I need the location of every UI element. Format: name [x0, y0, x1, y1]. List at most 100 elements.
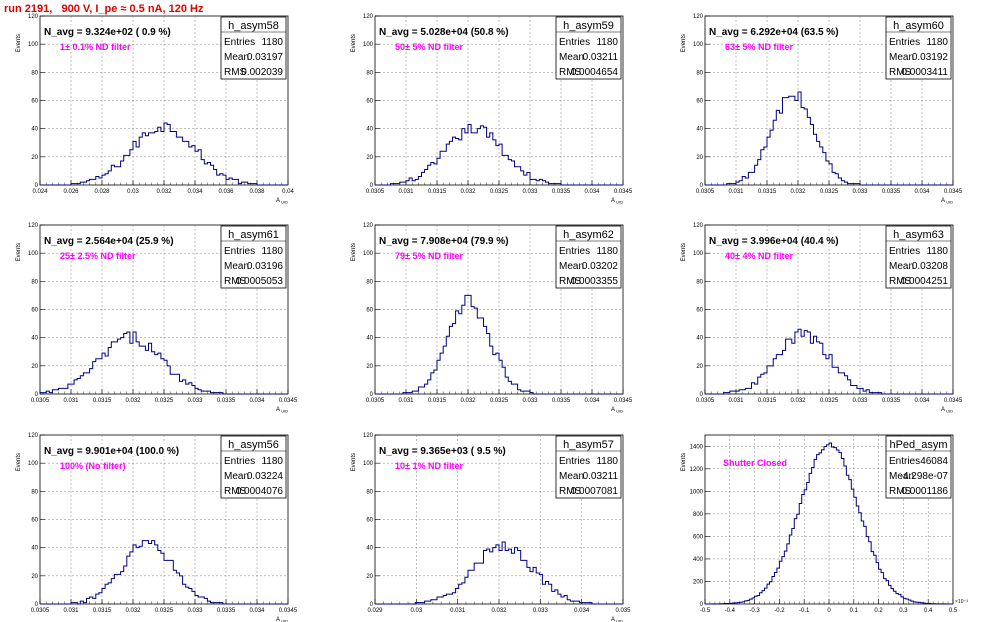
y-tick-label: 40 [31, 336, 38, 342]
y-tick-label: 120 [28, 433, 39, 439]
x-tick-label: -0.2 [774, 608, 785, 614]
x-tick-label: -0.3 [749, 608, 760, 614]
histogram-name: h_asym61 [228, 229, 279, 241]
x-tick-label: 0.0335 [552, 189, 571, 195]
stats-label-entries: Entries [224, 37, 255, 48]
x-tick-label: 0.031 [63, 608, 79, 614]
x-tick-label: 0.0335 [552, 398, 571, 404]
x-tick-label: 0 [827, 608, 831, 614]
y-tick-label: 60 [366, 518, 373, 524]
x-tick-label: 0.033 [522, 189, 538, 195]
x-tick-label: 0.0305 [696, 189, 715, 195]
x-exponent-label: ×10⁻³ [955, 599, 968, 605]
navg-box [41, 25, 189, 37]
x-tick-label: 0.2 [874, 608, 883, 614]
y-tick-label: 60 [366, 308, 373, 314]
stats-label-rms: RMS [889, 276, 912, 287]
x-tick-label: 0.033 [522, 398, 538, 404]
stats-value-entries: 1180 [926, 246, 948, 257]
x-tick-label: 0.0315 [93, 608, 112, 614]
stats-value-mean: 0.03211 [583, 471, 619, 482]
navg-label: N_avg = 2.564e+04 (25.9 %) [44, 236, 174, 247]
x-tick-label: 0.032 [790, 398, 806, 404]
y-tick-label: 1200 [690, 467, 704, 473]
x-tick-label: 0.0345 [279, 398, 298, 404]
x-tick-label: 0.0315 [428, 189, 447, 195]
stats-value-entries: 46084 [920, 456, 948, 467]
histogram-name: h_asym58 [228, 20, 279, 32]
histogram-line [375, 123, 623, 186]
stats-box [885, 435, 952, 499]
x-tick-label: 0.0315 [758, 189, 777, 195]
x-tick-label: 0.034 [574, 608, 590, 614]
stats-label-entries: Entries [559, 246, 590, 257]
y-tick-label: 0 [370, 183, 374, 189]
x-tick-label: 0.034 [584, 398, 600, 404]
x-tick-label: 0.03 [410, 608, 422, 614]
x-axis-label: A UID [611, 198, 623, 205]
stats-value-mean: 0.03202 [582, 261, 619, 272]
stats-label-entries: Entries [559, 37, 590, 48]
filter-label: 10± 1% ND filter [395, 461, 463, 471]
x-tick-label: 0.04 [282, 189, 294, 195]
histogram-line [705, 328, 953, 395]
histogram-line [705, 91, 953, 186]
y-tick-label: 80 [366, 489, 373, 495]
x-tick-label: 0.0315 [758, 398, 777, 404]
y-axis-label: Events [681, 243, 687, 261]
x-tick-label: 0.033 [533, 608, 549, 614]
y-tick-label: 400 [693, 557, 704, 563]
y-tick-label: 120 [363, 223, 374, 229]
stats-label-rms: RMS [559, 67, 582, 78]
navg-box [41, 444, 189, 456]
y-tick-label: 0 [370, 602, 374, 608]
x-tick-label: 0.0305 [366, 398, 385, 404]
y-tick-label: 120 [693, 14, 704, 20]
x-tick-label: 0.4 [924, 608, 933, 614]
histogram-pad-hPed_asym: -0.5 -0.4 -0.3 -0.2 -0.1 0 0.1 0.2 0.3 0.4 0.5 0 200… [681, 434, 968, 614]
y-axis-label: Events [681, 34, 687, 52]
y-tick-label: 20 [366, 364, 373, 370]
y-tick-label: 0 [35, 183, 39, 189]
x-tick-label: 0.031 [728, 398, 744, 404]
histogram-line [375, 541, 623, 605]
stats-value-mean: 0.03208 [912, 261, 949, 272]
stats-value-mean: 0.03211 [583, 52, 619, 63]
stats-value-entries: 1180 [596, 456, 618, 467]
x-tick-label: 0.034 [914, 189, 930, 195]
x-tick-label: 0.0345 [614, 398, 633, 404]
navg-label: N_avg = 6.292e+04 (63.5 %) [709, 27, 839, 38]
y-tick-label: 40 [696, 336, 703, 342]
stats-value-rms: 0.0005053 [236, 276, 284, 287]
x-tick-label: 0.028 [94, 189, 110, 195]
y-tick-label: 1400 [690, 444, 704, 450]
x-tick-label: 0.034 [249, 398, 265, 404]
x-tick-label: -0.1 [799, 608, 810, 614]
y-tick-label: 80 [696, 70, 703, 76]
stats-box [555, 16, 622, 80]
x-tick-label: 0.031 [728, 189, 744, 195]
x-tick-label: 0.035 [615, 608, 631, 614]
stats-label-rms: RMS [224, 67, 247, 78]
y-tick-label: 120 [28, 223, 39, 229]
y-tick-label: 40 [366, 546, 373, 552]
y-tick-label: 0 [35, 392, 39, 398]
y-tick-label: 0 [700, 602, 704, 608]
navg-label: N_avg = 9.324e+02 ( 0.9 %) [44, 27, 171, 38]
stats-box [555, 435, 622, 499]
y-axis-label: Events [351, 34, 357, 52]
histogram-line [40, 122, 288, 186]
x-tick-label: 0.0345 [944, 398, 963, 404]
y-tick-label: 20 [696, 155, 703, 161]
y-tick-label: 800 [693, 512, 704, 518]
histogram-name: h_asym60 [893, 20, 944, 32]
y-tick-label: 40 [366, 336, 373, 342]
x-tick-label: 0.0325 [820, 189, 839, 195]
navg-box [706, 25, 854, 37]
stats-label-entries: Entries [889, 37, 920, 48]
stats-value-rms: 0.0001186 [901, 486, 948, 497]
x-tick-label: 0.034 [187, 189, 203, 195]
x-tick-label: 0.0335 [882, 189, 901, 195]
y-tick-label: 40 [366, 127, 373, 133]
